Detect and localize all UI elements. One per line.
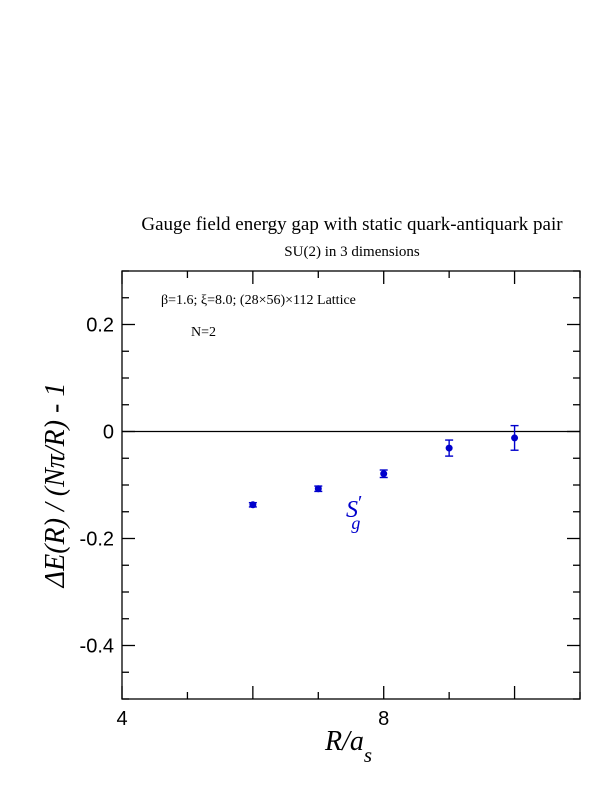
y-tick-label: -0.2 <box>80 529 114 551</box>
point-marker <box>445 444 453 452</box>
x-axis-label-main: R/a <box>324 726 364 757</box>
data-point <box>445 439 454 457</box>
point-marker <box>314 485 322 493</box>
series-label-prime: ′ <box>358 492 362 514</box>
series-label-main: S <box>346 497 358 523</box>
chart-subtitle: SU(2) in 3 dimensions <box>284 244 420 260</box>
data-points <box>248 424 519 509</box>
series-label: S′ g <box>346 492 362 533</box>
params-annotation: β=1.6; ξ=8.0; (28×56)×112 Lattice <box>161 293 356 308</box>
y-tick-label: -0.4 <box>80 636 114 658</box>
axis-tick-labels: 4 8 -0.4 -0.2 0 0.2 <box>80 315 390 731</box>
data-point <box>379 469 388 479</box>
x-tick-label: 4 <box>116 708 127 730</box>
point-marker <box>380 470 388 478</box>
y-tick-label: 0 <box>103 422 114 444</box>
x-tick-label: 8 <box>378 708 389 730</box>
series-label-sub: g <box>351 513 360 533</box>
data-point <box>314 485 323 493</box>
point-marker <box>511 434 519 442</box>
y-tick-label: 0.2 <box>86 315 114 337</box>
y-axis-label: ΔE(R) / (Nπ/R) - 1 <box>40 383 71 589</box>
point-marker <box>249 501 257 509</box>
x-axis-label: R/as <box>324 726 372 767</box>
data-point <box>510 424 519 451</box>
data-point <box>248 501 257 509</box>
n-annotation: N=2 <box>191 325 216 340</box>
chart-title: Gauge field energy gap with static quark… <box>141 214 563 235</box>
x-axis-label-sub: s <box>364 743 372 767</box>
